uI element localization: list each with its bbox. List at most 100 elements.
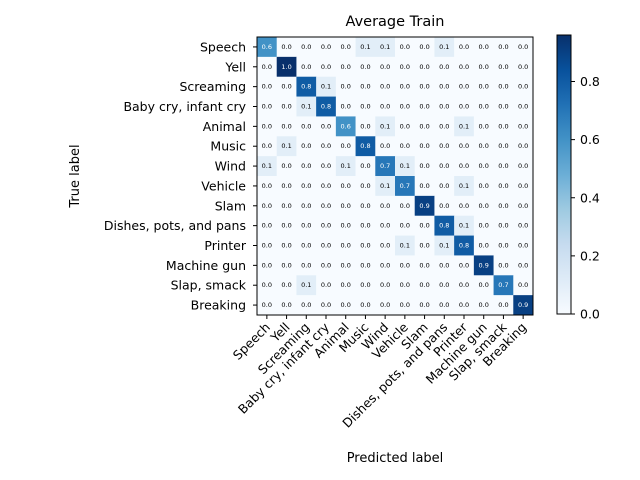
heatmap-cell: [257, 215, 278, 236]
heatmap-cell: [395, 96, 416, 117]
cell-value-label: 0.0: [419, 242, 429, 250]
cell-value-label: 0.0: [301, 242, 311, 250]
cell-value-label: 0.0: [341, 301, 351, 309]
heatmap-cell: [375, 116, 396, 137]
heatmap-cell: [434, 215, 455, 236]
heatmap-cell: [395, 136, 416, 157]
heatmap-cell: [375, 255, 396, 276]
y-tick-label: Animal: [203, 119, 246, 134]
heatmap-cell: [454, 116, 475, 137]
cell-value-label: 0.0: [518, 222, 528, 230]
cell-value-label: 0.8: [459, 242, 469, 250]
cell-value-label: 0.0: [439, 142, 449, 150]
cell-value-label: 0.0: [459, 162, 469, 170]
cell-value-label: 0.0: [498, 103, 508, 111]
heatmap-cell: [473, 56, 494, 78]
heatmap-cell: [276, 215, 297, 236]
heatmap-cell: [473, 275, 494, 296]
cell-value-label: 0.1: [341, 162, 351, 170]
cell-value-label: 0.9: [479, 261, 489, 269]
heatmap-cell: [414, 136, 435, 157]
y-tick-label: Printer: [204, 238, 246, 253]
cell-value-label: 0.1: [459, 222, 469, 230]
heatmap-cell: [414, 215, 435, 236]
cell-value-label: 0.0: [380, 261, 390, 269]
heatmap-cell: [257, 295, 278, 316]
y-tick-label: Music: [210, 139, 246, 154]
cell-value-label: 0.0: [341, 142, 351, 150]
cell-value-label: 0.9: [419, 202, 429, 210]
heatmap-cell: [493, 215, 514, 236]
cell-value-label: 0.0: [419, 142, 429, 150]
cell-value-label: 0.0: [439, 103, 449, 111]
heatmap-cell: [316, 76, 337, 97]
heatmap-cell: [513, 235, 534, 256]
cell-value-label: 0.8: [301, 83, 311, 91]
cell-value-label: 0.0: [262, 281, 272, 289]
cell-value-label: 0.0: [498, 142, 508, 150]
heatmap-cell: [296, 235, 317, 256]
cell-value-label: 0.0: [498, 122, 508, 130]
cell-value-label: 0.0: [341, 222, 351, 230]
cell-value-label: 0.1: [400, 242, 410, 250]
cell-value-label: 0.0: [301, 142, 311, 150]
heatmap-cell: [335, 136, 356, 157]
heatmap-cell: [454, 215, 475, 236]
cell-value-label: 0.0: [360, 261, 370, 269]
cell-value-label: 0.0: [380, 83, 390, 91]
cell-value-label: 0.0: [439, 202, 449, 210]
cell-value-label: 0.0: [479, 43, 489, 51]
heatmap-cell: [355, 235, 376, 256]
cell-value-label: 0.0: [400, 222, 410, 230]
heatmap-cell: [454, 176, 475, 197]
cell-value-label: 0.0: [498, 222, 508, 230]
heatmap-cell: [257, 235, 278, 256]
cell-value-label: 0.0: [341, 261, 351, 269]
cell-value-label: 0.0: [301, 182, 311, 190]
heatmap-cell: [513, 176, 534, 197]
y-axis-ticks: Speech Yell Screaming Baby cry, infant cry A…: [104, 39, 257, 313]
heatmap-cell: [316, 176, 337, 197]
cell-value-label: 0.0: [301, 222, 311, 230]
heatmap-cell: [276, 76, 297, 97]
heatmap-cell: [355, 195, 376, 217]
heatmap-cell: [355, 96, 376, 117]
heatmap-cell: [395, 275, 416, 296]
heatmap-cell: [355, 255, 376, 276]
y-tick-label: Vehicle: [201, 178, 246, 193]
heatmap-cell: [335, 116, 356, 137]
cell-value-label: 0.0: [459, 261, 469, 269]
cell-value-label: 0.0: [479, 222, 489, 230]
y-tick-label: Speech: [200, 39, 246, 54]
heatmap-cell: [375, 96, 396, 117]
cell-value-label: 0.0: [380, 242, 390, 250]
heatmap-cell: [493, 176, 514, 197]
cell-value-label: 0.0: [419, 222, 429, 230]
cell-value-label: 0.0: [419, 162, 429, 170]
heatmap-cell: [276, 255, 297, 276]
cell-value-label: 0.0: [439, 301, 449, 309]
cell-value-label: 0.0: [419, 261, 429, 269]
heatmap-cell: [414, 76, 435, 97]
heatmap-cell: [335, 156, 356, 177]
heatmap-cell: [355, 56, 376, 78]
cell-value-label: 0.0: [380, 142, 390, 150]
cell-value-label: 0.0: [479, 182, 489, 190]
cell-value-label: 0.0: [341, 242, 351, 250]
cell-value-label: 0.1: [439, 43, 449, 51]
cell-value-label: 0.0: [321, 261, 331, 269]
heatmap-cell: [513, 76, 534, 97]
heatmap-cell: [454, 76, 475, 97]
cell-value-label: 0.0: [479, 103, 489, 111]
cell-value-label: 0.0: [400, 63, 410, 71]
heatmap-cell: [493, 235, 514, 256]
cell-value-label: 0.0: [400, 202, 410, 210]
heatmap-cell: [473, 295, 494, 316]
heatmap-cell: [395, 116, 416, 137]
heatmap-cell: [335, 275, 356, 296]
cell-value-label: 0.0: [281, 83, 291, 91]
heatmap-cell: [395, 176, 416, 197]
cell-value-label: 0.1: [380, 122, 390, 130]
heatmap-cell: [434, 56, 455, 78]
